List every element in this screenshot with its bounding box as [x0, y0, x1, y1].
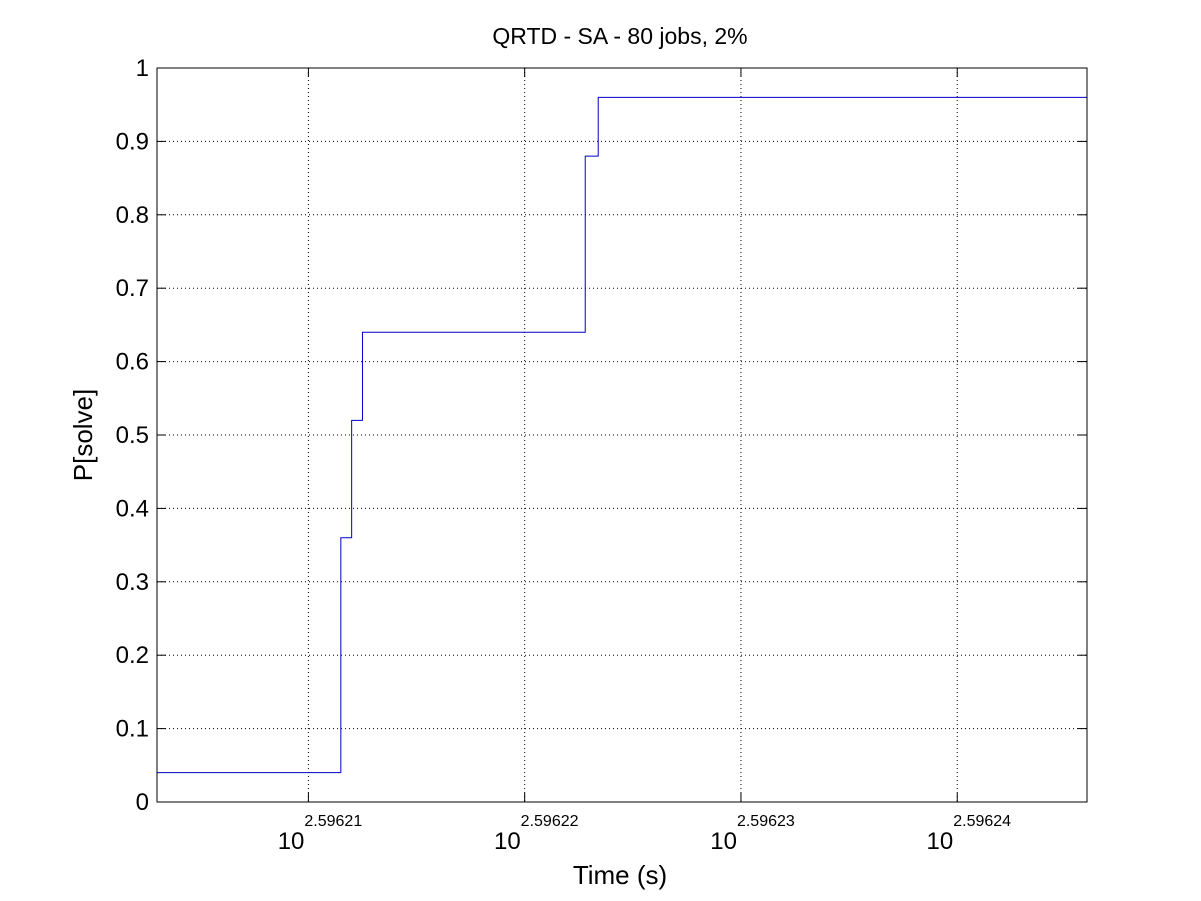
x-tick-label-exponent: 2.59621: [304, 813, 362, 830]
y-tick-label: 0.2: [116, 642, 149, 669]
y-tick-label: 0.6: [116, 349, 149, 376]
x-tick-label-exponent: 2.59623: [737, 813, 795, 830]
y-tick-label: 1: [136, 55, 149, 82]
y-tick-label: 0: [136, 789, 149, 816]
y-tick-label: 0.8: [116, 202, 149, 229]
x-tick-label-base: 10: [494, 828, 521, 855]
series-layer: [157, 96, 1087, 774]
y-tick-label: 0.1: [116, 716, 149, 743]
grid: [157, 68, 1087, 802]
series-line: [157, 96, 1087, 774]
x-tick-label-exponent: 2.59622: [521, 813, 579, 830]
x-tick-label-base: 10: [927, 828, 954, 855]
ticks: 00.10.20.30.40.50.60.70.80.91102.5962110…: [116, 55, 1087, 855]
x-tick-label-base: 10: [710, 828, 737, 855]
x-axis-label: Time (s): [573, 860, 667, 890]
x-tick-label-base: 10: [278, 828, 305, 855]
y-tick-label: 0.7: [116, 275, 149, 302]
chart-title: QRTD - SA - 80 jobs, 2%: [492, 23, 747, 49]
y-tick-label: 0.3: [116, 569, 149, 596]
x-tick-label-exponent: 2.59624: [953, 813, 1011, 830]
y-axis-label: P[solve]: [68, 389, 98, 482]
y-tick-label: 0.5: [116, 422, 149, 449]
y-tick-label: 0.9: [116, 128, 149, 155]
y-tick-label: 0.4: [116, 495, 149, 522]
